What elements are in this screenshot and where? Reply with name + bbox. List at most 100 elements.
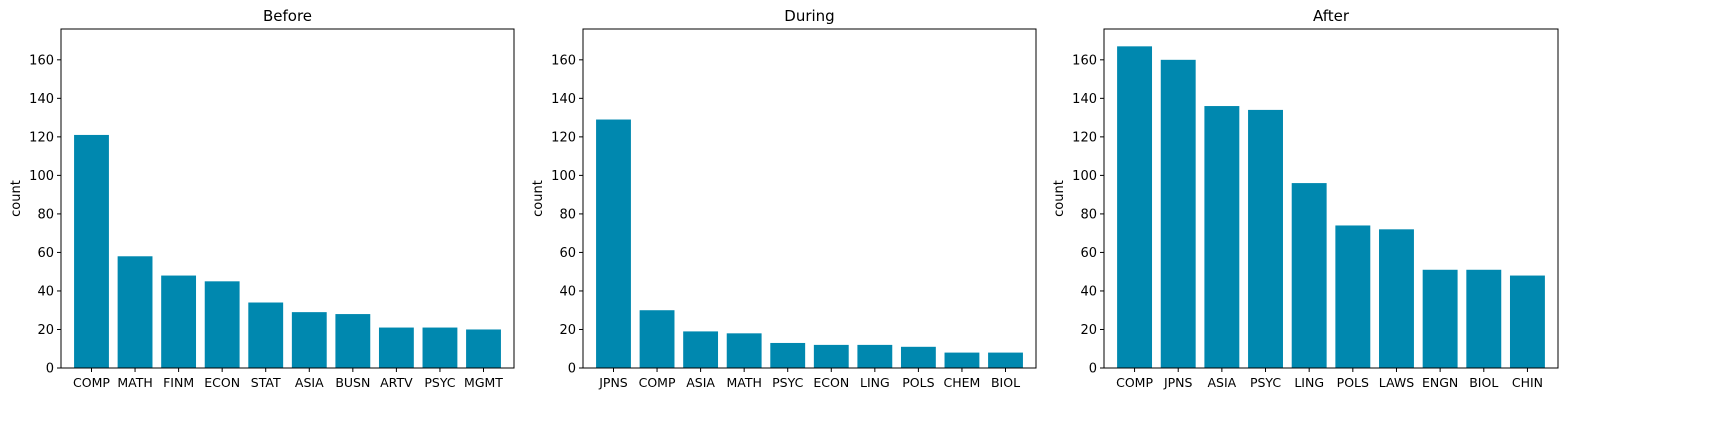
bar-asia: [1204, 106, 1240, 369]
x-tick-label: ECON: [204, 375, 240, 390]
bar-busn: [335, 314, 371, 368]
bar-stat: [248, 302, 284, 368]
x-tick-label: ENGN: [1422, 375, 1458, 390]
y-tick-label: 160: [29, 53, 54, 68]
bar-psyc: [770, 342, 806, 368]
y-axis-label: count: [9, 180, 24, 217]
y-axis-label: count: [531, 180, 546, 217]
bar-artv: [378, 327, 414, 368]
bar-finm: [161, 275, 197, 368]
axes-frame: [1103, 28, 1559, 369]
x-tick-label: BUSN: [335, 375, 370, 390]
y-tick-label: 40: [559, 284, 576, 299]
y-tick-label: 40: [1080, 284, 1097, 299]
x-tick-label: COMP: [639, 375, 676, 390]
x-tick-label: ASIA: [1207, 375, 1236, 390]
bar-econ: [813, 344, 849, 368]
bar-engn: [1422, 269, 1458, 368]
chart-title: During: [784, 7, 834, 25]
bar-econ: [204, 281, 240, 368]
y-tick-label: 0: [568, 362, 576, 377]
x-tick-label: BIOL: [991, 375, 1020, 390]
x-tick-label: LAWS: [1379, 375, 1414, 390]
bar-pols: [900, 346, 936, 368]
chart-panel-1: 0 20 40 60 80 100 120 140 160 COMP MATH FINM ECON STA…: [9, 7, 515, 390]
chart-title: After: [1313, 7, 1350, 25]
y-tick-label: 0: [46, 362, 54, 377]
x-tick-label: CHEM: [944, 375, 981, 390]
y-tick-label: 100: [551, 169, 576, 184]
y-axis-label: count: [1052, 180, 1067, 217]
y-tick-label: 120: [1072, 130, 1097, 145]
x-tick-label: LING: [1294, 375, 1324, 390]
y-tick-label: 60: [37, 246, 54, 261]
bar-asia: [291, 312, 327, 368]
bar-comp: [1117, 46, 1153, 369]
y-tick-label: 160: [1072, 53, 1097, 68]
y-tick-label: 60: [559, 246, 576, 261]
x-tick-label: MATH: [117, 375, 152, 390]
x-tick-label: MATH: [726, 375, 761, 390]
x-tick-label: COMP: [1116, 375, 1153, 390]
y-tick-label: 80: [37, 207, 54, 222]
y-tick-label: 140: [551, 92, 576, 107]
bar-jpns: [596, 119, 631, 368]
y-tick-label: 20: [559, 323, 576, 338]
chart-panel-3: 0 20 40 60 80 100 120 140 160 COMP JPNS ASIA PSYC LIN…: [1052, 7, 1559, 390]
bar-comp: [74, 134, 109, 368]
y-tick-label: 140: [1072, 92, 1097, 107]
bar-biol: [1466, 269, 1502, 368]
bar-chin: [1509, 275, 1545, 368]
bar-laws: [1379, 229, 1414, 368]
x-tick-label: ECON: [813, 375, 849, 390]
x-tick-label: LING: [860, 375, 890, 390]
y-tick-label: 20: [37, 323, 54, 338]
chart-panel-2: 0 20 40 60 80 100 120 140 160 JPNS COMP ASIA MATH PSY…: [531, 7, 1037, 390]
y-tick-label: 80: [559, 207, 576, 222]
y-tick-label: 120: [551, 130, 576, 145]
y-tick-label: 80: [1080, 207, 1097, 222]
x-tick-label: FINM: [163, 375, 194, 390]
y-tick-label: 0: [1089, 362, 1097, 377]
bar-math: [117, 256, 153, 368]
x-tick-label: PSYC: [772, 375, 803, 390]
bar-jpns: [1160, 59, 1196, 368]
x-tick-label: PSYC: [1250, 375, 1281, 390]
y-tick-label: 60: [1080, 246, 1097, 261]
bar-pols: [1335, 225, 1371, 368]
x-tick-label: MGMT: [464, 375, 503, 390]
y-tick-label: 120: [29, 130, 54, 145]
x-tick-label: BIOL: [1469, 375, 1498, 390]
x-tick-label: JPNS: [598, 375, 628, 390]
x-tick-label: STAT: [251, 375, 281, 390]
bar-biol: [988, 352, 1023, 368]
bar-chem: [944, 352, 980, 368]
bar-psyc: [422, 327, 458, 368]
chart-title: Before: [263, 7, 312, 25]
y-tick-label: 40: [37, 284, 54, 299]
y-tick-label: 100: [1072, 169, 1097, 184]
bar-ling: [857, 344, 893, 368]
x-tick-label: CHIN: [1512, 375, 1543, 390]
bar-psyc: [1248, 109, 1283, 369]
axes-frame: [60, 28, 515, 369]
bar-mgmt: [466, 329, 501, 368]
y-tick-label: 20: [1080, 323, 1097, 338]
x-tick-label: POLS: [1337, 375, 1369, 390]
x-tick-label: POLS: [902, 375, 934, 390]
bar-asia: [683, 331, 719, 368]
axes-frame: [582, 28, 1037, 369]
y-tick-label: 160: [551, 53, 576, 68]
x-tick-label: ASIA: [686, 375, 715, 390]
y-tick-label: 100: [29, 169, 54, 184]
x-tick-label: COMP: [73, 375, 110, 390]
bar-ling: [1291, 183, 1327, 368]
y-tick-label: 140: [29, 92, 54, 107]
bar-comp: [639, 310, 675, 368]
x-tick-label: ARTV: [380, 375, 413, 390]
bar-math: [726, 333, 762, 368]
x-tick-label: ASIA: [295, 375, 324, 390]
x-tick-label: PSYC: [424, 375, 455, 390]
